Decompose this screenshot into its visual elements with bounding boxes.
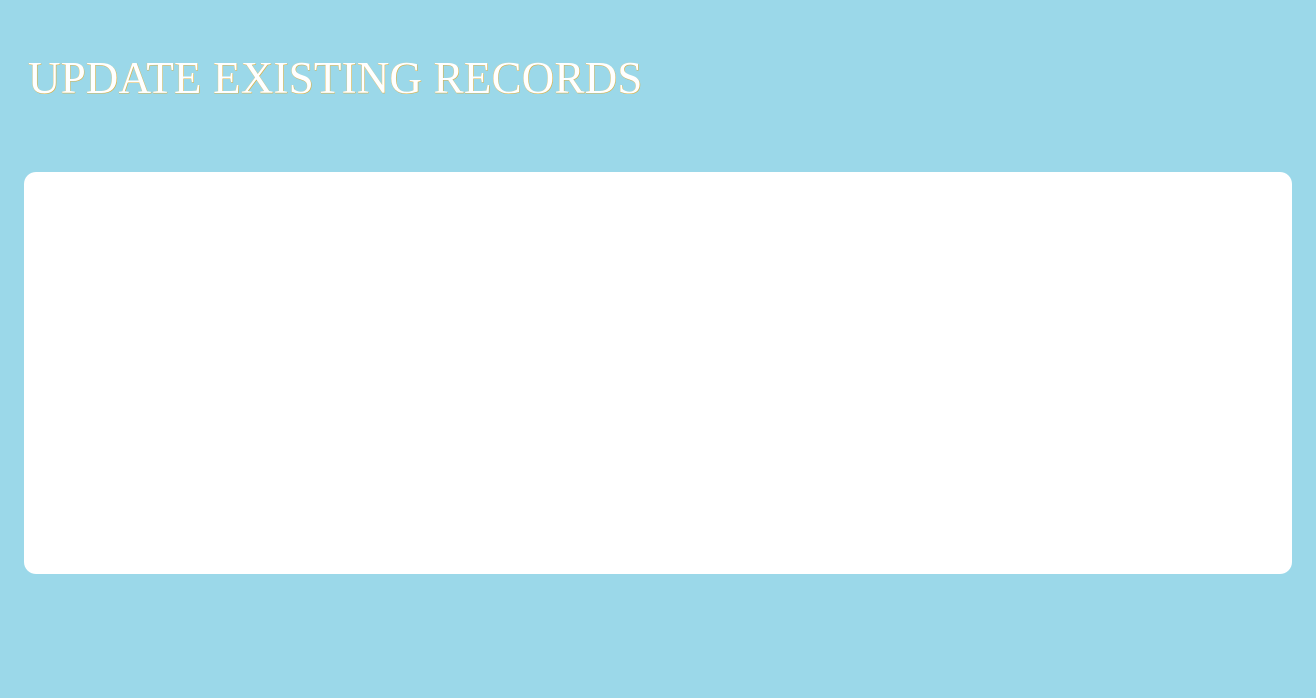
page-title: UPDATE EXISTING RECORDS <box>28 53 643 103</box>
records-panel <box>24 172 1292 574</box>
